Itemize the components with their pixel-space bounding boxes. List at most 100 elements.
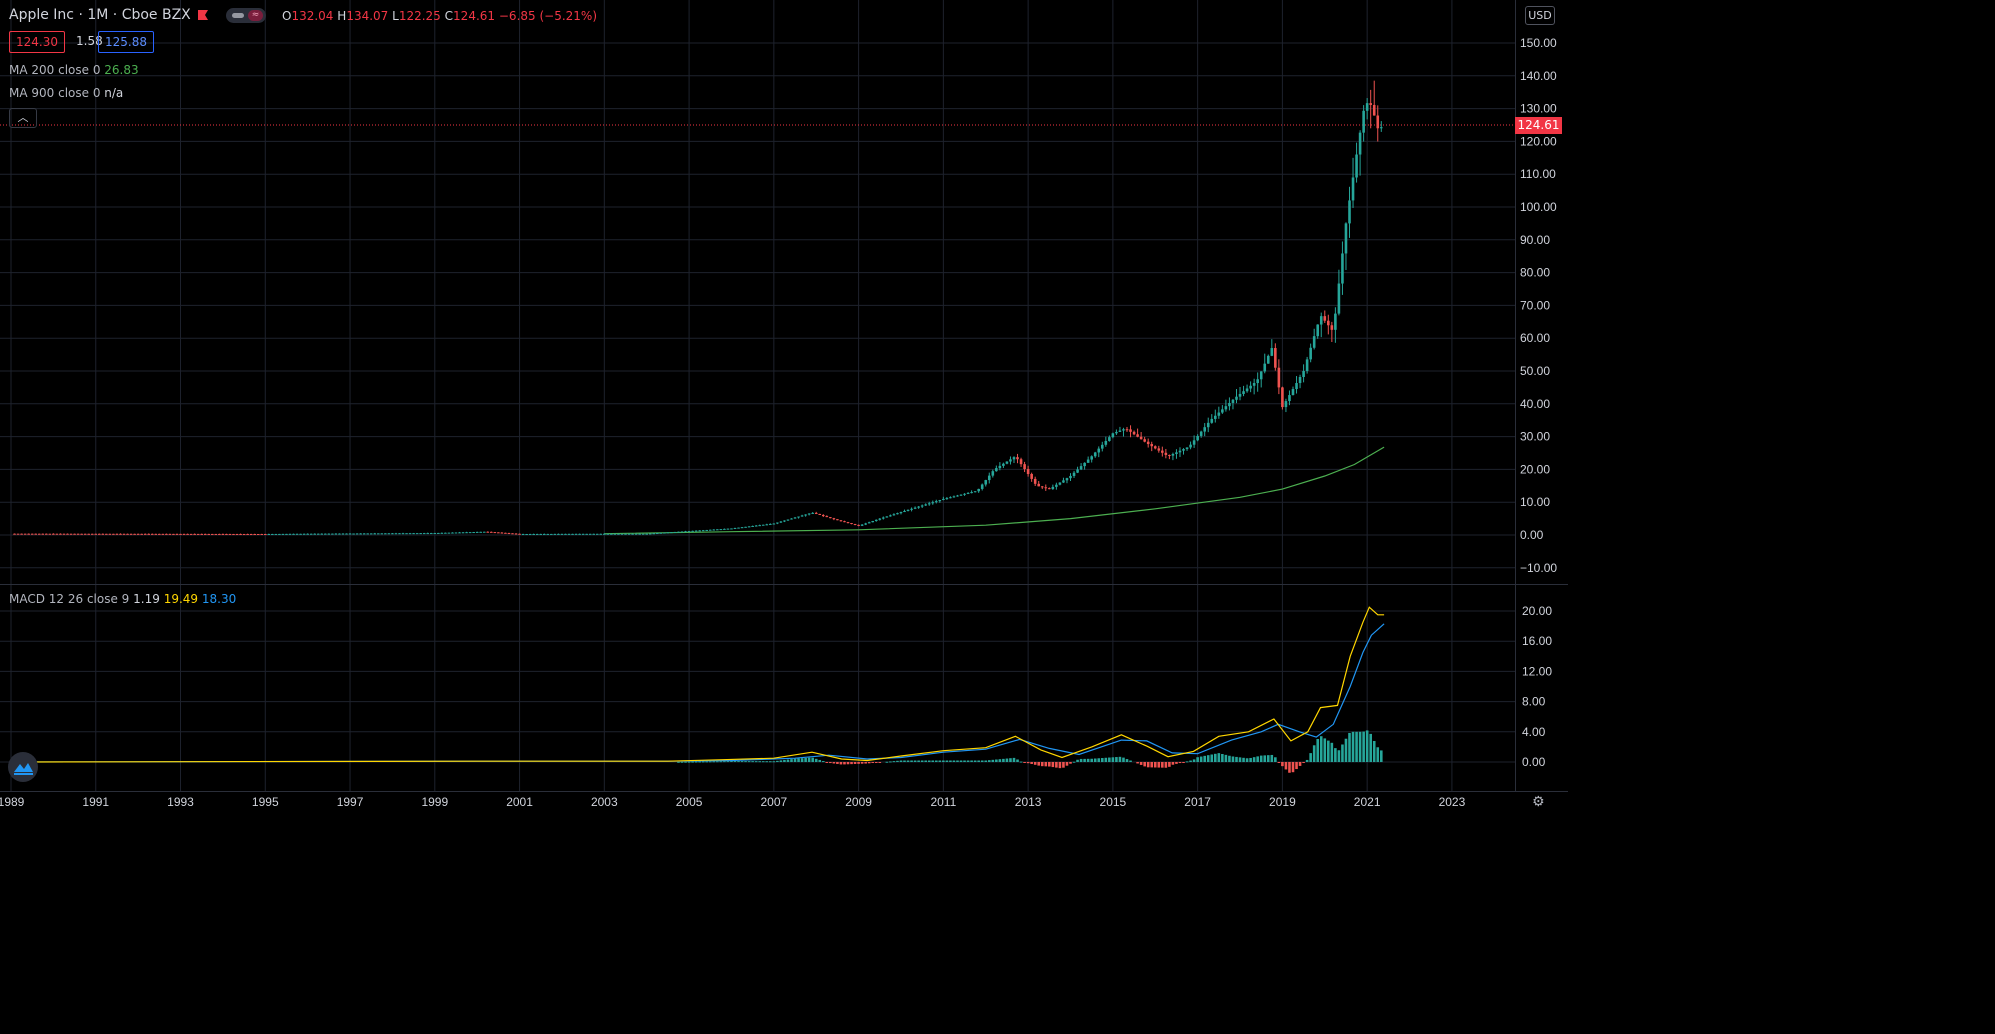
histogram-bar [1150, 762, 1154, 768]
candle-body [1044, 487, 1048, 489]
histogram-bar [684, 761, 687, 763]
histogram-bar [1316, 738, 1320, 762]
candle-body [493, 532, 497, 534]
candle-body [1256, 379, 1259, 384]
time-axis[interactable]: 1989 1991 1993 1995 1997 1999 2001 2003 2005 2007… [0, 795, 1466, 809]
candle-body [1048, 488, 1051, 490]
currency-button[interactable]: USD [1525, 6, 1555, 25]
flag-icon[interactable] [197, 9, 209, 21]
candle-body [1086, 459, 1090, 463]
histogram-bar [927, 760, 931, 762]
histogram-bar [705, 761, 709, 763]
candle-body [655, 533, 659, 535]
change-value: −6.85 (−5.21%) [498, 9, 598, 23]
candle-body [1309, 347, 1312, 360]
candle-body [172, 533, 175, 535]
histogram-bar [970, 760, 973, 762]
histogram-bar [1341, 744, 1344, 762]
histogram-bar [1362, 731, 1365, 762]
candle-body [832, 518, 836, 520]
candle-body [228, 533, 232, 535]
logo-icon[interactable] [8, 752, 38, 782]
candle-body [1295, 383, 1298, 390]
candle-body [458, 532, 461, 534]
candle-body [1291, 389, 1295, 396]
candle-body [818, 513, 822, 516]
histogram-bar [1164, 762, 1168, 768]
macd-axis[interactable]: 20.00 16.00 12.00 8.00 4.00 0.00 [1522, 604, 1552, 769]
price-axis[interactable]: 150.00 140.00 130.00 120.00 110.00 100.00 90.0… [1520, 36, 1557, 575]
histogram-bar [906, 760, 910, 762]
candle-body [910, 508, 913, 510]
collapse-legend-button[interactable]: ︿ [9, 108, 37, 128]
candle-body [839, 520, 843, 522]
candle-body [140, 533, 143, 535]
histogram-bar [917, 760, 920, 762]
candle-body [1312, 336, 1316, 348]
histogram-bar [1231, 756, 1235, 762]
candle-body [942, 498, 945, 501]
symbol-title[interactable]: Apple Inc · 1M · Cboe BZX [9, 7, 191, 23]
candle-body [691, 530, 694, 532]
price-tick-label: 10.00 [1520, 495, 1550, 509]
candle-body [896, 513, 899, 515]
histogram-bar [942, 760, 945, 762]
candle-body [267, 533, 271, 535]
candle-body [401, 533, 405, 535]
candle-body [603, 533, 606, 535]
macd-label: MACD 12 26 close 9 [9, 592, 130, 606]
candle-body [927, 503, 931, 505]
histogram-bar [1235, 756, 1238, 762]
time-tick-label: 1995 [252, 795, 279, 809]
signal-path [10, 623, 1385, 763]
candle-body [48, 533, 52, 535]
chevron-up-icon: ︿ [17, 111, 29, 124]
visibility-toggle[interactable]: ≈ [226, 8, 266, 23]
price-tick-label: 130.00 [1520, 102, 1557, 116]
candle-body [97, 533, 101, 535]
histogram-bar [1168, 762, 1171, 767]
histogram-bar [1344, 738, 1348, 762]
gear-icon[interactable]: ⚙ [1532, 794, 1545, 810]
candle-body [1379, 127, 1383, 129]
candle-body [705, 529, 709, 531]
candle-body [1182, 449, 1185, 451]
candle-body [624, 533, 627, 535]
candle-body [316, 533, 320, 535]
histogram-bar [1023, 762, 1026, 763]
candle-body [507, 533, 511, 535]
bid-price-button[interactable]: 124.30 [9, 31, 65, 53]
candle-body [154, 533, 158, 535]
time-tick-label: 1993 [167, 795, 194, 809]
ma200-legend[interactable]: MA 200 close 0 26.83 [9, 63, 139, 77]
candle-body [716, 529, 719, 531]
candle-body [129, 533, 133, 535]
ask-price-button[interactable]: 125.88 [98, 31, 154, 53]
candle-body [1026, 469, 1030, 474]
candle-body [673, 531, 677, 533]
candle-body [387, 533, 391, 535]
candle-body [225, 533, 228, 535]
histogram-bar [850, 762, 853, 765]
histogram-bar [1100, 758, 1104, 762]
ma900-legend[interactable]: MA 900 close 0 n/a [9, 86, 123, 100]
price-tick-label: 0.00 [1520, 528, 1544, 542]
time-tick-label: 2011 [930, 795, 956, 809]
macd-hist-value: 1.19 [133, 592, 160, 606]
candle-body [239, 533, 242, 535]
histogram-bar [1040, 762, 1044, 767]
time-tick-label: 2005 [676, 795, 703, 809]
macd-legend[interactable]: MACD 12 26 close 9 1.19 19.49 18.30 [9, 592, 236, 606]
candle-body [917, 506, 920, 508]
high-key: H [337, 9, 347, 23]
candle-body [797, 516, 800, 518]
price-chart[interactable]: 150.00 140.00 130.00 120.00 110.00 100.00 90.0… [0, 0, 1568, 813]
histogram-bar [952, 760, 956, 762]
histogram-bar [1263, 755, 1267, 762]
candle-body [16, 533, 20, 535]
candle-body [769, 523, 772, 525]
candle-body [595, 533, 599, 535]
candle-body [984, 480, 988, 485]
histogram-bar [1312, 745, 1316, 762]
candle-body [242, 533, 246, 535]
